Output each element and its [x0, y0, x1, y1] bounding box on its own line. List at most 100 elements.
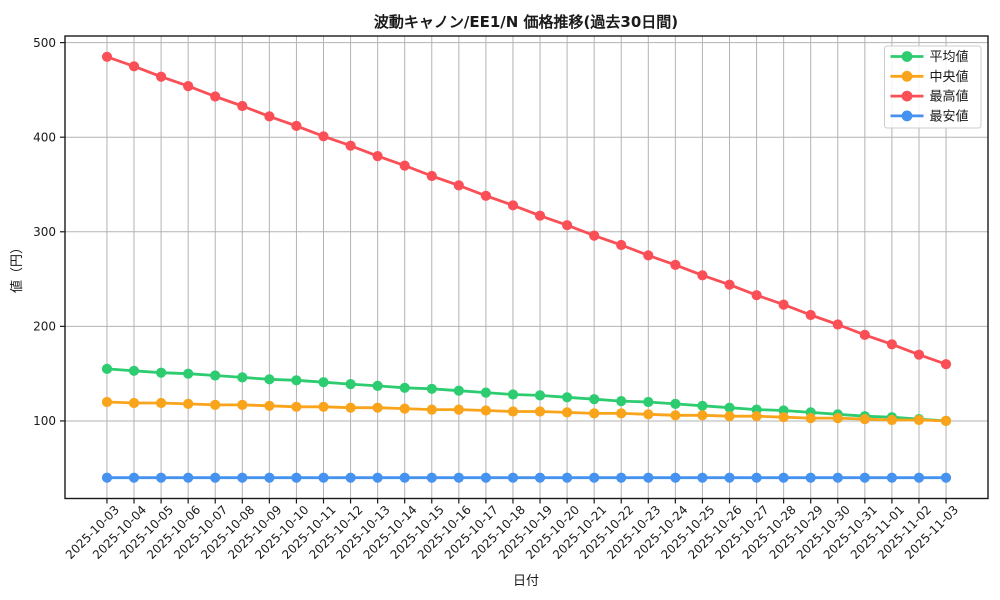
legend-box — [884, 45, 982, 129]
marker — [101, 396, 113, 408]
marker — [724, 402, 735, 413]
marker — [805, 309, 816, 321]
marker — [913, 472, 925, 483]
marker — [589, 408, 600, 419]
marker — [643, 396, 654, 408]
marker — [372, 402, 383, 413]
series-highest — [101, 51, 952, 370]
series-line-highest — [106, 55, 947, 366]
marker — [264, 111, 275, 122]
marker — [562, 392, 573, 403]
marker — [670, 398, 681, 409]
marker — [778, 472, 789, 483]
marker — [101, 51, 113, 62]
marker — [670, 259, 681, 270]
marker — [101, 363, 113, 374]
series-line-average — [106, 367, 947, 423]
marker — [210, 399, 221, 410]
marker — [534, 472, 546, 483]
marker — [128, 365, 140, 376]
marker — [372, 380, 383, 391]
y-tick-label: 300 — [33, 225, 56, 239]
marker — [697, 410, 708, 421]
marker — [643, 472, 654, 483]
marker — [805, 413, 816, 424]
marker — [940, 415, 952, 426]
series-lowest — [101, 472, 952, 483]
marker — [426, 472, 437, 483]
y-tick-label: 200 — [33, 320, 56, 334]
marker — [697, 270, 708, 281]
legend-item-label: 最安値 — [930, 109, 969, 125]
marker — [480, 190, 491, 201]
legend-swatch-marker — [901, 70, 913, 82]
marker — [534, 390, 546, 401]
marker — [805, 472, 816, 483]
marker — [101, 472, 113, 483]
marker — [345, 379, 356, 390]
marker — [670, 410, 681, 421]
marker — [534, 210, 546, 221]
marker — [724, 411, 735, 422]
series-average — [101, 363, 952, 426]
marker — [751, 472, 762, 483]
marker — [264, 400, 275, 411]
marker — [562, 220, 573, 231]
legend-swatch-marker — [901, 51, 913, 62]
marker — [210, 370, 221, 381]
marker — [345, 472, 356, 483]
marker — [345, 402, 356, 413]
marker — [616, 239, 627, 251]
marker — [616, 408, 627, 419]
y-tick-label: 500 — [33, 36, 56, 50]
marker — [399, 382, 410, 393]
marker — [183, 368, 194, 379]
marker — [291, 120, 302, 131]
marker — [183, 472, 194, 483]
marker — [778, 299, 789, 310]
marker — [318, 472, 329, 483]
y-tick-label: 400 — [33, 130, 56, 144]
marker — [318, 131, 329, 142]
marker — [128, 472, 140, 483]
marker — [453, 472, 464, 483]
marker — [318, 377, 329, 388]
marker — [237, 372, 248, 383]
series-line-median — [106, 400, 947, 423]
marker — [589, 394, 600, 405]
marker — [832, 472, 843, 483]
marker — [210, 472, 221, 483]
legend-swatch-marker — [901, 110, 913, 122]
marker — [507, 200, 519, 211]
marker — [426, 383, 437, 394]
marker — [183, 398, 194, 409]
marker — [128, 61, 140, 72]
marker — [886, 339, 898, 350]
marker — [940, 359, 952, 370]
marker — [616, 472, 627, 483]
y-tick-label: 100 — [33, 414, 56, 428]
marker — [562, 407, 573, 418]
legend-item-average: 平均値 — [890, 49, 969, 65]
marker — [264, 472, 275, 483]
marker — [778, 412, 789, 423]
marker — [886, 414, 898, 426]
marker — [453, 404, 464, 415]
marker — [318, 401, 329, 412]
marker — [589, 230, 600, 241]
marker — [453, 180, 464, 191]
legend-item-label: 平均値 — [930, 49, 969, 65]
marker — [480, 472, 491, 483]
legend-item-highest: 最高値 — [890, 89, 969, 105]
marker — [264, 374, 275, 385]
marker — [751, 290, 762, 301]
marker — [534, 406, 546, 417]
marker — [507, 406, 519, 417]
marker — [156, 472, 167, 483]
plot-border — [64, 35, 989, 500]
marker — [643, 250, 654, 261]
marker — [913, 414, 925, 426]
